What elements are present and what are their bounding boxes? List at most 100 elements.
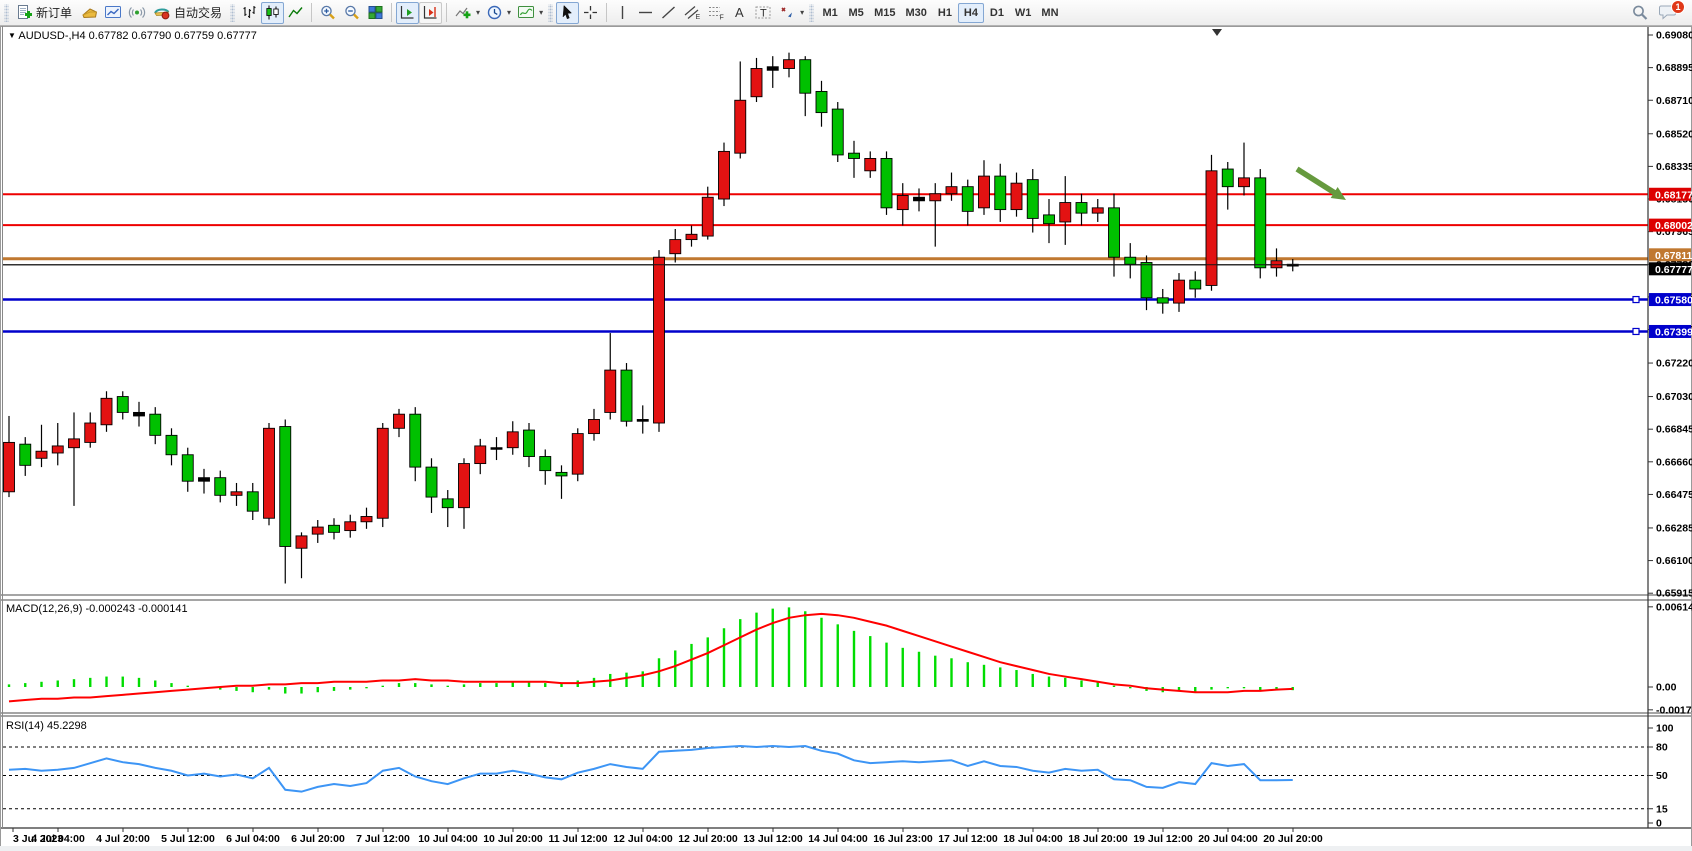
candle-body[interactable] bbox=[425, 466, 438, 498]
candle-body[interactable] bbox=[1270, 260, 1283, 269]
deposit-button[interactable] bbox=[78, 2, 101, 24]
candle-body[interactable] bbox=[311, 526, 324, 535]
candle-body[interactable] bbox=[896, 195, 909, 211]
candle-body[interactable] bbox=[1254, 177, 1267, 269]
candle-body[interactable] bbox=[604, 369, 617, 413]
cursor-button[interactable] bbox=[556, 1, 580, 24]
chart-window[interactable]: 0.69080 0.68895 0.68710 0.68520 0.68335 0.681… bbox=[0, 26, 1692, 851]
candle-body[interactable] bbox=[51, 445, 64, 454]
candle-body[interactable] bbox=[523, 429, 535, 457]
candle-body[interactable] bbox=[994, 175, 1007, 211]
candle-body[interactable] bbox=[35, 450, 48, 459]
chat-button[interactable]: 1 bbox=[1658, 0, 1685, 24]
candle-body[interactable] bbox=[864, 158, 877, 172]
chart-shift-button[interactable] bbox=[419, 1, 443, 24]
equidistant-channel-button[interactable]: E bbox=[680, 2, 704, 24]
candle-body[interactable] bbox=[831, 108, 844, 156]
candle-body[interactable] bbox=[1140, 262, 1153, 299]
fibonacci-button[interactable]: F bbox=[704, 2, 728, 24]
candle-body[interactable] bbox=[945, 186, 958, 195]
candle-body[interactable] bbox=[1205, 170, 1218, 286]
candle-body[interactable] bbox=[198, 477, 210, 482]
candle-body[interactable] bbox=[246, 491, 259, 512]
candle-body[interactable] bbox=[848, 152, 860, 159]
tf-button-d1[interactable]: D1 bbox=[984, 3, 1010, 23]
candle-body[interactable] bbox=[685, 233, 698, 241]
market-watch-button[interactable] bbox=[101, 2, 125, 24]
templates-button[interactable]: ▾ bbox=[514, 2, 546, 24]
horizontal-line-button[interactable] bbox=[634, 2, 657, 24]
candle-body[interactable] bbox=[1108, 207, 1120, 258]
candle-body[interactable] bbox=[344, 521, 357, 532]
candle-body[interactable] bbox=[1124, 256, 1137, 265]
candle-body[interactable] bbox=[1091, 207, 1104, 214]
tf-button-h4[interactable]: H4 bbox=[957, 2, 984, 23]
chart-menu-arrow-icon[interactable]: ▼ bbox=[8, 31, 16, 40]
zoom-out-button[interactable] bbox=[340, 2, 364, 24]
candle-body[interactable] bbox=[68, 438, 80, 449]
candle-body[interactable] bbox=[490, 447, 503, 450]
candle-body[interactable] bbox=[734, 99, 747, 154]
periods-button[interactable]: ▾ bbox=[483, 2, 514, 24]
trend-arrow-head[interactable] bbox=[1330, 187, 1346, 200]
tf-button-m5[interactable]: M5 bbox=[843, 3, 869, 23]
candle-body[interactable] bbox=[1026, 179, 1039, 219]
search-button[interactable] bbox=[1628, 2, 1652, 24]
zoom-in-button[interactable] bbox=[316, 2, 340, 24]
tf-button-m30[interactable]: M30 bbox=[901, 3, 932, 23]
hline-endpoint-marker[interactable] bbox=[1632, 327, 1640, 336]
candle-body[interactable] bbox=[620, 369, 633, 422]
autotrading-button[interactable]: 自动交易 bbox=[149, 2, 228, 24]
candle-body[interactable] bbox=[701, 196, 714, 237]
candle-body[interactable] bbox=[1010, 182, 1023, 211]
candle-body[interactable] bbox=[100, 397, 113, 426]
candlestick-chart-button[interactable] bbox=[261, 1, 285, 24]
candle-body[interactable] bbox=[328, 524, 340, 533]
text-button[interactable]: A bbox=[728, 2, 751, 24]
candle-body[interactable] bbox=[279, 426, 292, 547]
trend-arrow-shaft[interactable] bbox=[1295, 166, 1339, 197]
candle-body[interactable] bbox=[230, 491, 243, 496]
candle-body[interactable] bbox=[441, 498, 454, 509]
candle-body[interactable] bbox=[474, 445, 487, 465]
candle-body[interactable] bbox=[181, 454, 194, 482]
candle-body[interactable] bbox=[799, 59, 812, 94]
arrows-objects-button[interactable]: ▾ bbox=[775, 2, 807, 24]
candle-body[interactable] bbox=[669, 239, 682, 255]
candle-body[interactable] bbox=[165, 434, 178, 456]
candle-body[interactable] bbox=[929, 193, 942, 202]
toolbar-grip[interactable] bbox=[230, 3, 236, 22]
candle-body[interactable] bbox=[1059, 202, 1072, 223]
toolbar-grip[interactable] bbox=[548, 3, 554, 22]
hline-endpoint-marker[interactable] bbox=[1632, 295, 1640, 304]
vertical-line-button[interactable] bbox=[611, 2, 634, 24]
tf-button-h1[interactable]: H1 bbox=[932, 3, 958, 23]
candle-body[interactable] bbox=[84, 422, 97, 443]
candle-body[interactable] bbox=[913, 196, 925, 202]
crosshair-button[interactable] bbox=[579, 2, 602, 24]
candle-body[interactable] bbox=[555, 471, 568, 477]
indicators-button[interactable]: ▾ bbox=[451, 2, 483, 24]
candle-body[interactable] bbox=[149, 413, 162, 436]
candle-body[interactable] bbox=[263, 427, 275, 519]
candle-body[interactable] bbox=[506, 431, 519, 449]
chart-shift-marker-icon[interactable] bbox=[1212, 29, 1222, 36]
candle-body[interactable] bbox=[961, 186, 974, 212]
toolbar-grip[interactable] bbox=[4, 3, 9, 22]
candle-body[interactable] bbox=[815, 90, 828, 114]
toolbar-grip[interactable] bbox=[809, 3, 815, 22]
candle-body[interactable] bbox=[295, 535, 308, 549]
candle-body[interactable] bbox=[766, 66, 779, 71]
candle-body[interactable] bbox=[978, 175, 990, 209]
candle-body[interactable] bbox=[360, 516, 373, 523]
text-label-button[interactable]: T bbox=[751, 2, 775, 24]
signals-button[interactable] bbox=[125, 2, 149, 24]
new-order-button[interactable]: 新订单 bbox=[12, 2, 78, 24]
tf-button-m15[interactable]: M15 bbox=[869, 3, 900, 23]
candle-body[interactable] bbox=[1075, 202, 1088, 214]
candle-body[interactable] bbox=[750, 68, 763, 98]
candle-body[interactable] bbox=[3, 441, 15, 493]
candle-body[interactable] bbox=[376, 427, 389, 519]
candle-body[interactable] bbox=[1238, 177, 1250, 188]
chart-plot[interactable]: 0.69080 0.68895 0.68710 0.68520 0.68335 0.681… bbox=[0, 26, 1692, 851]
